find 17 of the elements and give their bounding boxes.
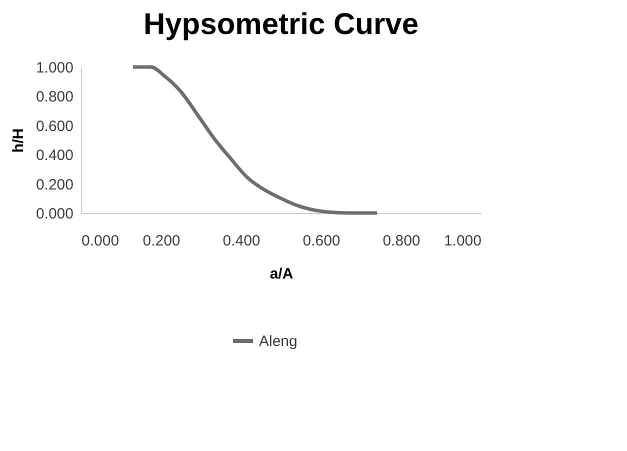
y-tick-label: 1.000 [36, 60, 74, 76]
x-tick-label: 0.400 [222, 232, 260, 250]
y-axis-title: h/H [10, 128, 27, 153]
x-tick-label: 0.800 [382, 232, 420, 250]
x-tick-label: 0.200 [142, 232, 180, 250]
x-tick-label: 0.000 [82, 232, 120, 250]
y-tick-label: 0.000 [36, 206, 74, 222]
x-tick-label: 1.000 [444, 232, 482, 250]
y-tick-label: 0.600 [36, 118, 74, 135]
y-tick-label: 0.200 [36, 176, 74, 194]
y-tick-label: 0.800 [36, 88, 74, 106]
x-tick-label: 0.600 [302, 232, 340, 250]
chart-title: Hypsometric Curve [143, 8, 419, 41]
x-axis-title: a/A [270, 266, 294, 282]
line-series [131, 65, 379, 215]
y-tick-label: 0.400 [36, 147, 74, 164]
legend-label: Aleng [259, 333, 298, 350]
